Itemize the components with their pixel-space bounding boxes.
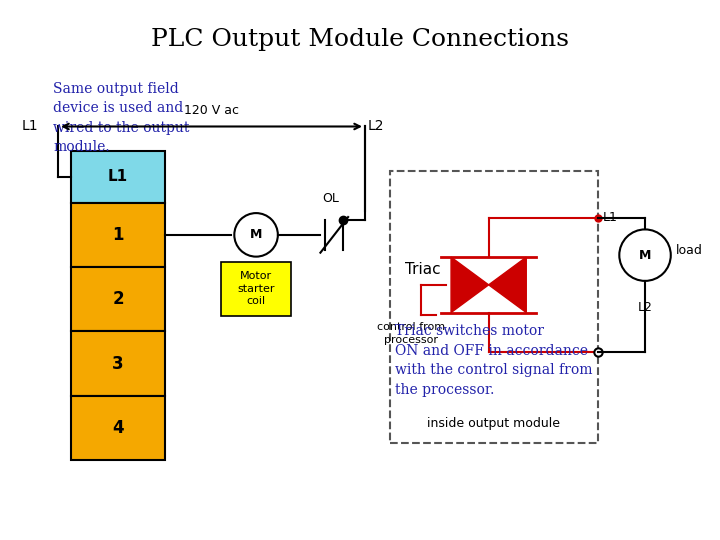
Text: inside output module: inside output module: [427, 417, 560, 430]
Text: L2: L2: [638, 301, 652, 314]
Text: L1: L1: [603, 211, 617, 224]
Circle shape: [619, 230, 671, 281]
Polygon shape: [489, 257, 526, 313]
Text: Motor
starter
coil: Motor starter coil: [238, 272, 275, 306]
Text: load: load: [675, 244, 703, 256]
Text: control from
processor: control from processor: [377, 322, 446, 345]
Text: L1: L1: [108, 170, 128, 185]
Bar: [71, 332, 165, 396]
Text: M: M: [250, 228, 262, 241]
Text: 120 V ac: 120 V ac: [184, 104, 239, 117]
Text: 2: 2: [112, 290, 124, 308]
Text: Triac: Triac: [405, 262, 440, 278]
Text: L2: L2: [368, 119, 384, 133]
Bar: [71, 151, 165, 202]
Text: 1: 1: [112, 226, 124, 244]
Text: OL: OL: [322, 192, 338, 205]
Text: M: M: [639, 248, 651, 262]
Bar: [71, 267, 165, 332]
Text: 4: 4: [112, 419, 124, 437]
Bar: [390, 171, 598, 443]
Circle shape: [234, 213, 278, 256]
Bar: [222, 261, 291, 316]
Text: Same output field
device is used and
wired to the output
module.: Same output field device is used and wir…: [53, 82, 189, 154]
Polygon shape: [451, 257, 489, 313]
Text: PLC Output Module Connections: PLC Output Module Connections: [151, 28, 569, 51]
Text: 3: 3: [112, 355, 124, 373]
Text: Triac switches motor
ON and OFF in accordance
with the control signal from
the p: Triac switches motor ON and OFF in accor…: [395, 325, 592, 397]
Text: L1: L1: [22, 119, 38, 133]
Bar: [71, 396, 165, 460]
Bar: [71, 202, 165, 267]
